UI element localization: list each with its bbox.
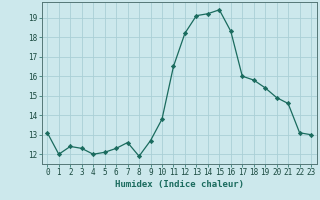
X-axis label: Humidex (Indice chaleur): Humidex (Indice chaleur) (115, 180, 244, 189)
